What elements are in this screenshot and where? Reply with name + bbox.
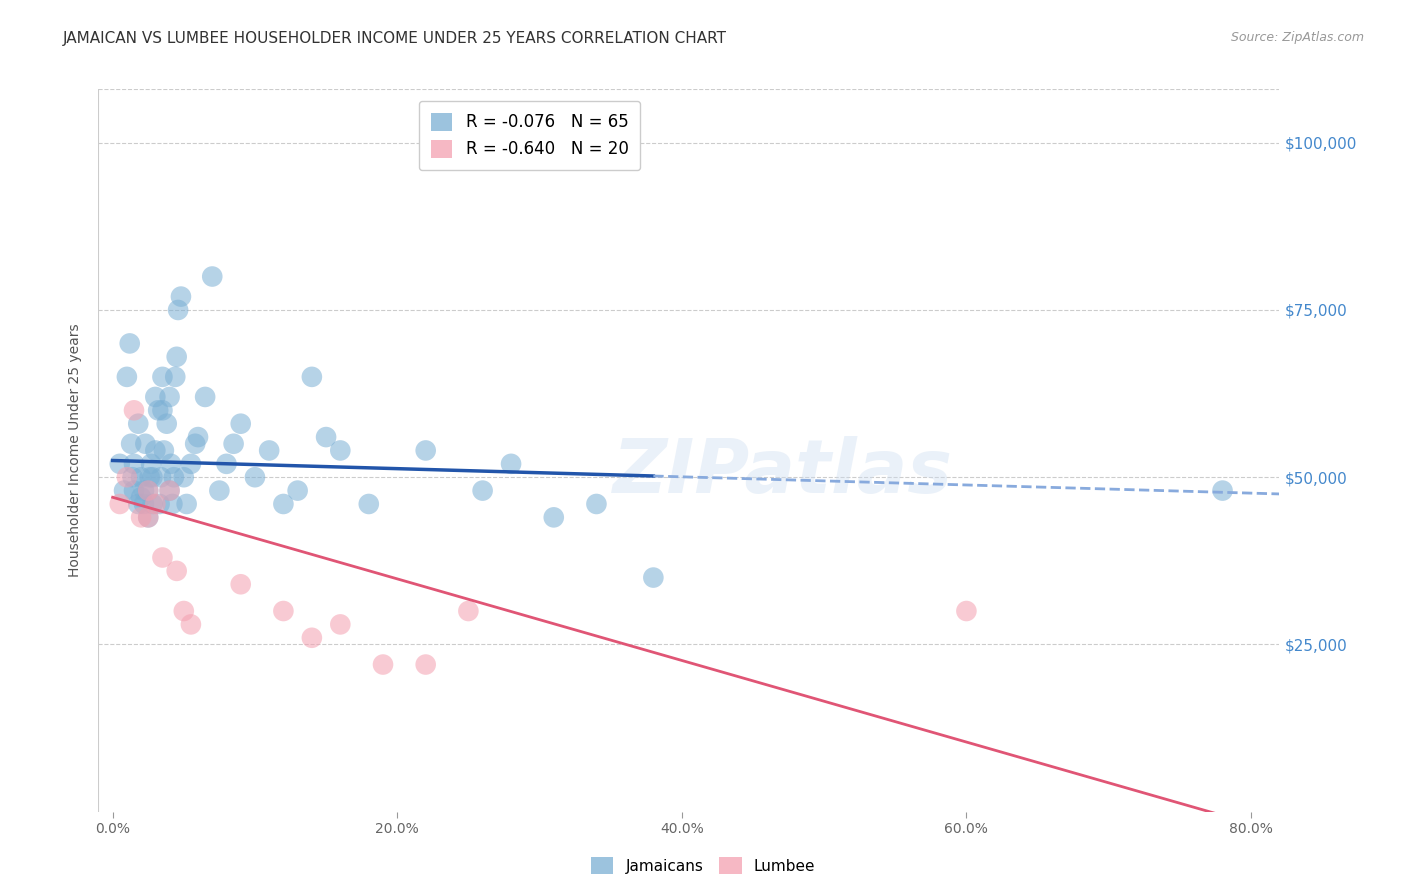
- Point: [166, 350, 188, 364]
- Point: [162, 497, 184, 511]
- Point: [152, 403, 174, 417]
- Point: [301, 369, 323, 384]
- Point: [165, 369, 187, 384]
- Point: [136, 483, 159, 498]
- Point: [127, 497, 149, 511]
- Point: [115, 369, 138, 384]
- Point: [415, 443, 437, 458]
- Point: [149, 497, 172, 511]
- Y-axis label: Householder Income Under 25 years: Householder Income Under 25 years: [69, 324, 83, 577]
- Point: [273, 497, 295, 511]
- Point: [129, 470, 152, 484]
- Point: [229, 577, 252, 591]
- Point: [173, 604, 195, 618]
- Point: [143, 497, 166, 511]
- Point: [152, 550, 174, 565]
- Point: [159, 483, 181, 498]
- Point: [180, 617, 202, 632]
- Point: [184, 436, 207, 450]
- Point: [371, 657, 394, 672]
- Point: [471, 483, 494, 498]
- Point: [170, 289, 193, 303]
- Point: [163, 470, 186, 484]
- Point: [457, 604, 479, 618]
- Point: [315, 430, 337, 444]
- Point: [329, 617, 352, 632]
- Point: [194, 390, 217, 404]
- Point: [148, 403, 170, 417]
- Point: [143, 390, 166, 404]
- Point: [173, 470, 195, 484]
- Point: [121, 470, 143, 484]
- Point: [143, 443, 166, 458]
- Legend: Jamaicans, Lumbee: Jamaicans, Lumbee: [585, 851, 821, 880]
- Point: [329, 443, 352, 458]
- Point: [257, 443, 280, 458]
- Point: [243, 470, 266, 484]
- Point: [136, 510, 159, 524]
- Point: [152, 369, 174, 384]
- Point: [153, 443, 176, 458]
- Point: [643, 571, 665, 585]
- Point: [150, 470, 173, 484]
- Point: [287, 483, 309, 498]
- Point: [132, 497, 155, 511]
- Point: [108, 457, 131, 471]
- Point: [1212, 483, 1234, 498]
- Point: [301, 631, 323, 645]
- Point: [120, 436, 142, 450]
- Point: [141, 497, 163, 511]
- Text: ZIPatlas: ZIPatlas: [613, 435, 953, 508]
- Point: [201, 269, 224, 284]
- Legend: R = -0.076   N = 65, R = -0.640   N = 20: R = -0.076 N = 65, R = -0.640 N = 20: [419, 101, 640, 170]
- Point: [156, 417, 179, 431]
- Point: [159, 390, 181, 404]
- Point: [273, 604, 295, 618]
- Point: [115, 470, 138, 484]
- Point: [357, 497, 380, 511]
- Point: [141, 470, 163, 484]
- Point: [129, 491, 152, 505]
- Point: [543, 510, 565, 524]
- Point: [208, 483, 231, 498]
- Text: JAMAICAN VS LUMBEE HOUSEHOLDER INCOME UNDER 25 YEARS CORRELATION CHART: JAMAICAN VS LUMBEE HOUSEHOLDER INCOME UN…: [63, 31, 727, 46]
- Point: [118, 336, 141, 351]
- Point: [132, 483, 155, 498]
- Point: [176, 497, 198, 511]
- Point: [122, 403, 145, 417]
- Point: [129, 510, 152, 524]
- Point: [134, 436, 156, 450]
- Point: [112, 483, 135, 498]
- Point: [122, 457, 145, 471]
- Point: [415, 657, 437, 672]
- Point: [585, 497, 607, 511]
- Point: [159, 483, 181, 498]
- Point: [138, 470, 160, 484]
- Point: [139, 457, 162, 471]
- Point: [122, 483, 145, 498]
- Point: [499, 457, 522, 471]
- Point: [136, 510, 159, 524]
- Point: [215, 457, 238, 471]
- Point: [222, 436, 245, 450]
- Point: [180, 457, 202, 471]
- Point: [127, 417, 149, 431]
- Point: [167, 303, 190, 318]
- Text: Source: ZipAtlas.com: Source: ZipAtlas.com: [1230, 31, 1364, 45]
- Point: [108, 497, 131, 511]
- Point: [187, 430, 209, 444]
- Point: [955, 604, 977, 618]
- Point: [166, 564, 188, 578]
- Point: [136, 483, 159, 498]
- Point: [229, 417, 252, 431]
- Point: [160, 457, 183, 471]
